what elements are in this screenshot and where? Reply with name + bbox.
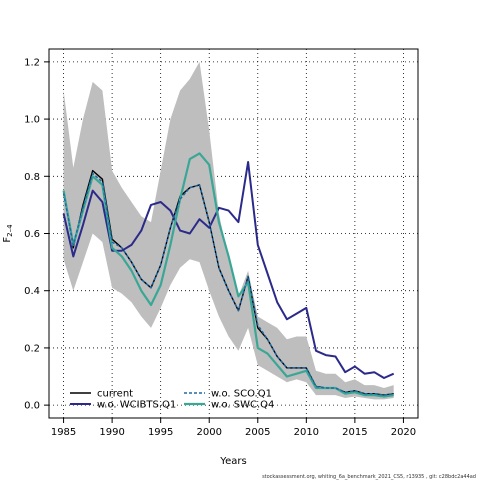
x-tick-label-1990: 1990 — [99, 427, 124, 438]
x-tick-label-2005: 2005 — [245, 427, 270, 438]
footer-text: stockassessment.org, whiting_6a_benchmar… — [262, 474, 476, 480]
y-tick-label-1.2: 1.2 — [24, 57, 40, 68]
series-line-w-o-sco-q1 — [62, 172, 394, 396]
y-tick-label-0: 0.0 — [24, 401, 40, 412]
series-line-w-o-swc-q4 — [62, 152, 394, 398]
x-tick-label-1985: 1985 — [51, 427, 76, 438]
legend-label-w-o-sco-q1: w.o. SCO.Q1 — [211, 389, 272, 400]
x-axis-label: Years — [219, 456, 246, 467]
legend-label-w-o-swc-q4: w.o. SWC.Q4 — [211, 400, 274, 411]
y-axis-label-main: F — [2, 237, 13, 243]
y-axis-label-subscript: 2–4 — [6, 224, 14, 237]
legend-label-current: current — [97, 389, 133, 400]
y-tick-label-1: 1.0 — [24, 115, 40, 126]
y-axis-label: F2–4 — [2, 224, 14, 243]
axis-ticks-layer: 1985 1990 1995 2000 2005 2010 2015 2020 0.0 0.2 0.… — [24, 57, 416, 438]
x-tick-label-1995: 1995 — [148, 427, 173, 438]
y-tick-label-0.4: 0.4 — [24, 286, 40, 297]
confidence-band — [63, 61, 394, 400]
y-tick-label-0.8: 0.8 — [24, 172, 40, 183]
y-tick-label-0.6: 0.6 — [24, 229, 40, 240]
series-line-w-o-wcibts-q1 — [62, 161, 395, 379]
y-tick-label-0.2: 0.2 — [24, 343, 40, 354]
x-tick-label-2015: 2015 — [342, 427, 367, 438]
series-lines-layer — [62, 152, 395, 398]
x-tick-label-2020: 2020 — [391, 427, 416, 438]
confidence-band-layer — [63, 61, 394, 400]
x-tick-label-2010: 2010 — [294, 427, 319, 438]
legend-label-w-o-wcibts-q1: w.o. WCIBTS.Q1 — [97, 400, 176, 411]
x-tick-label-2000: 2000 — [196, 427, 221, 438]
